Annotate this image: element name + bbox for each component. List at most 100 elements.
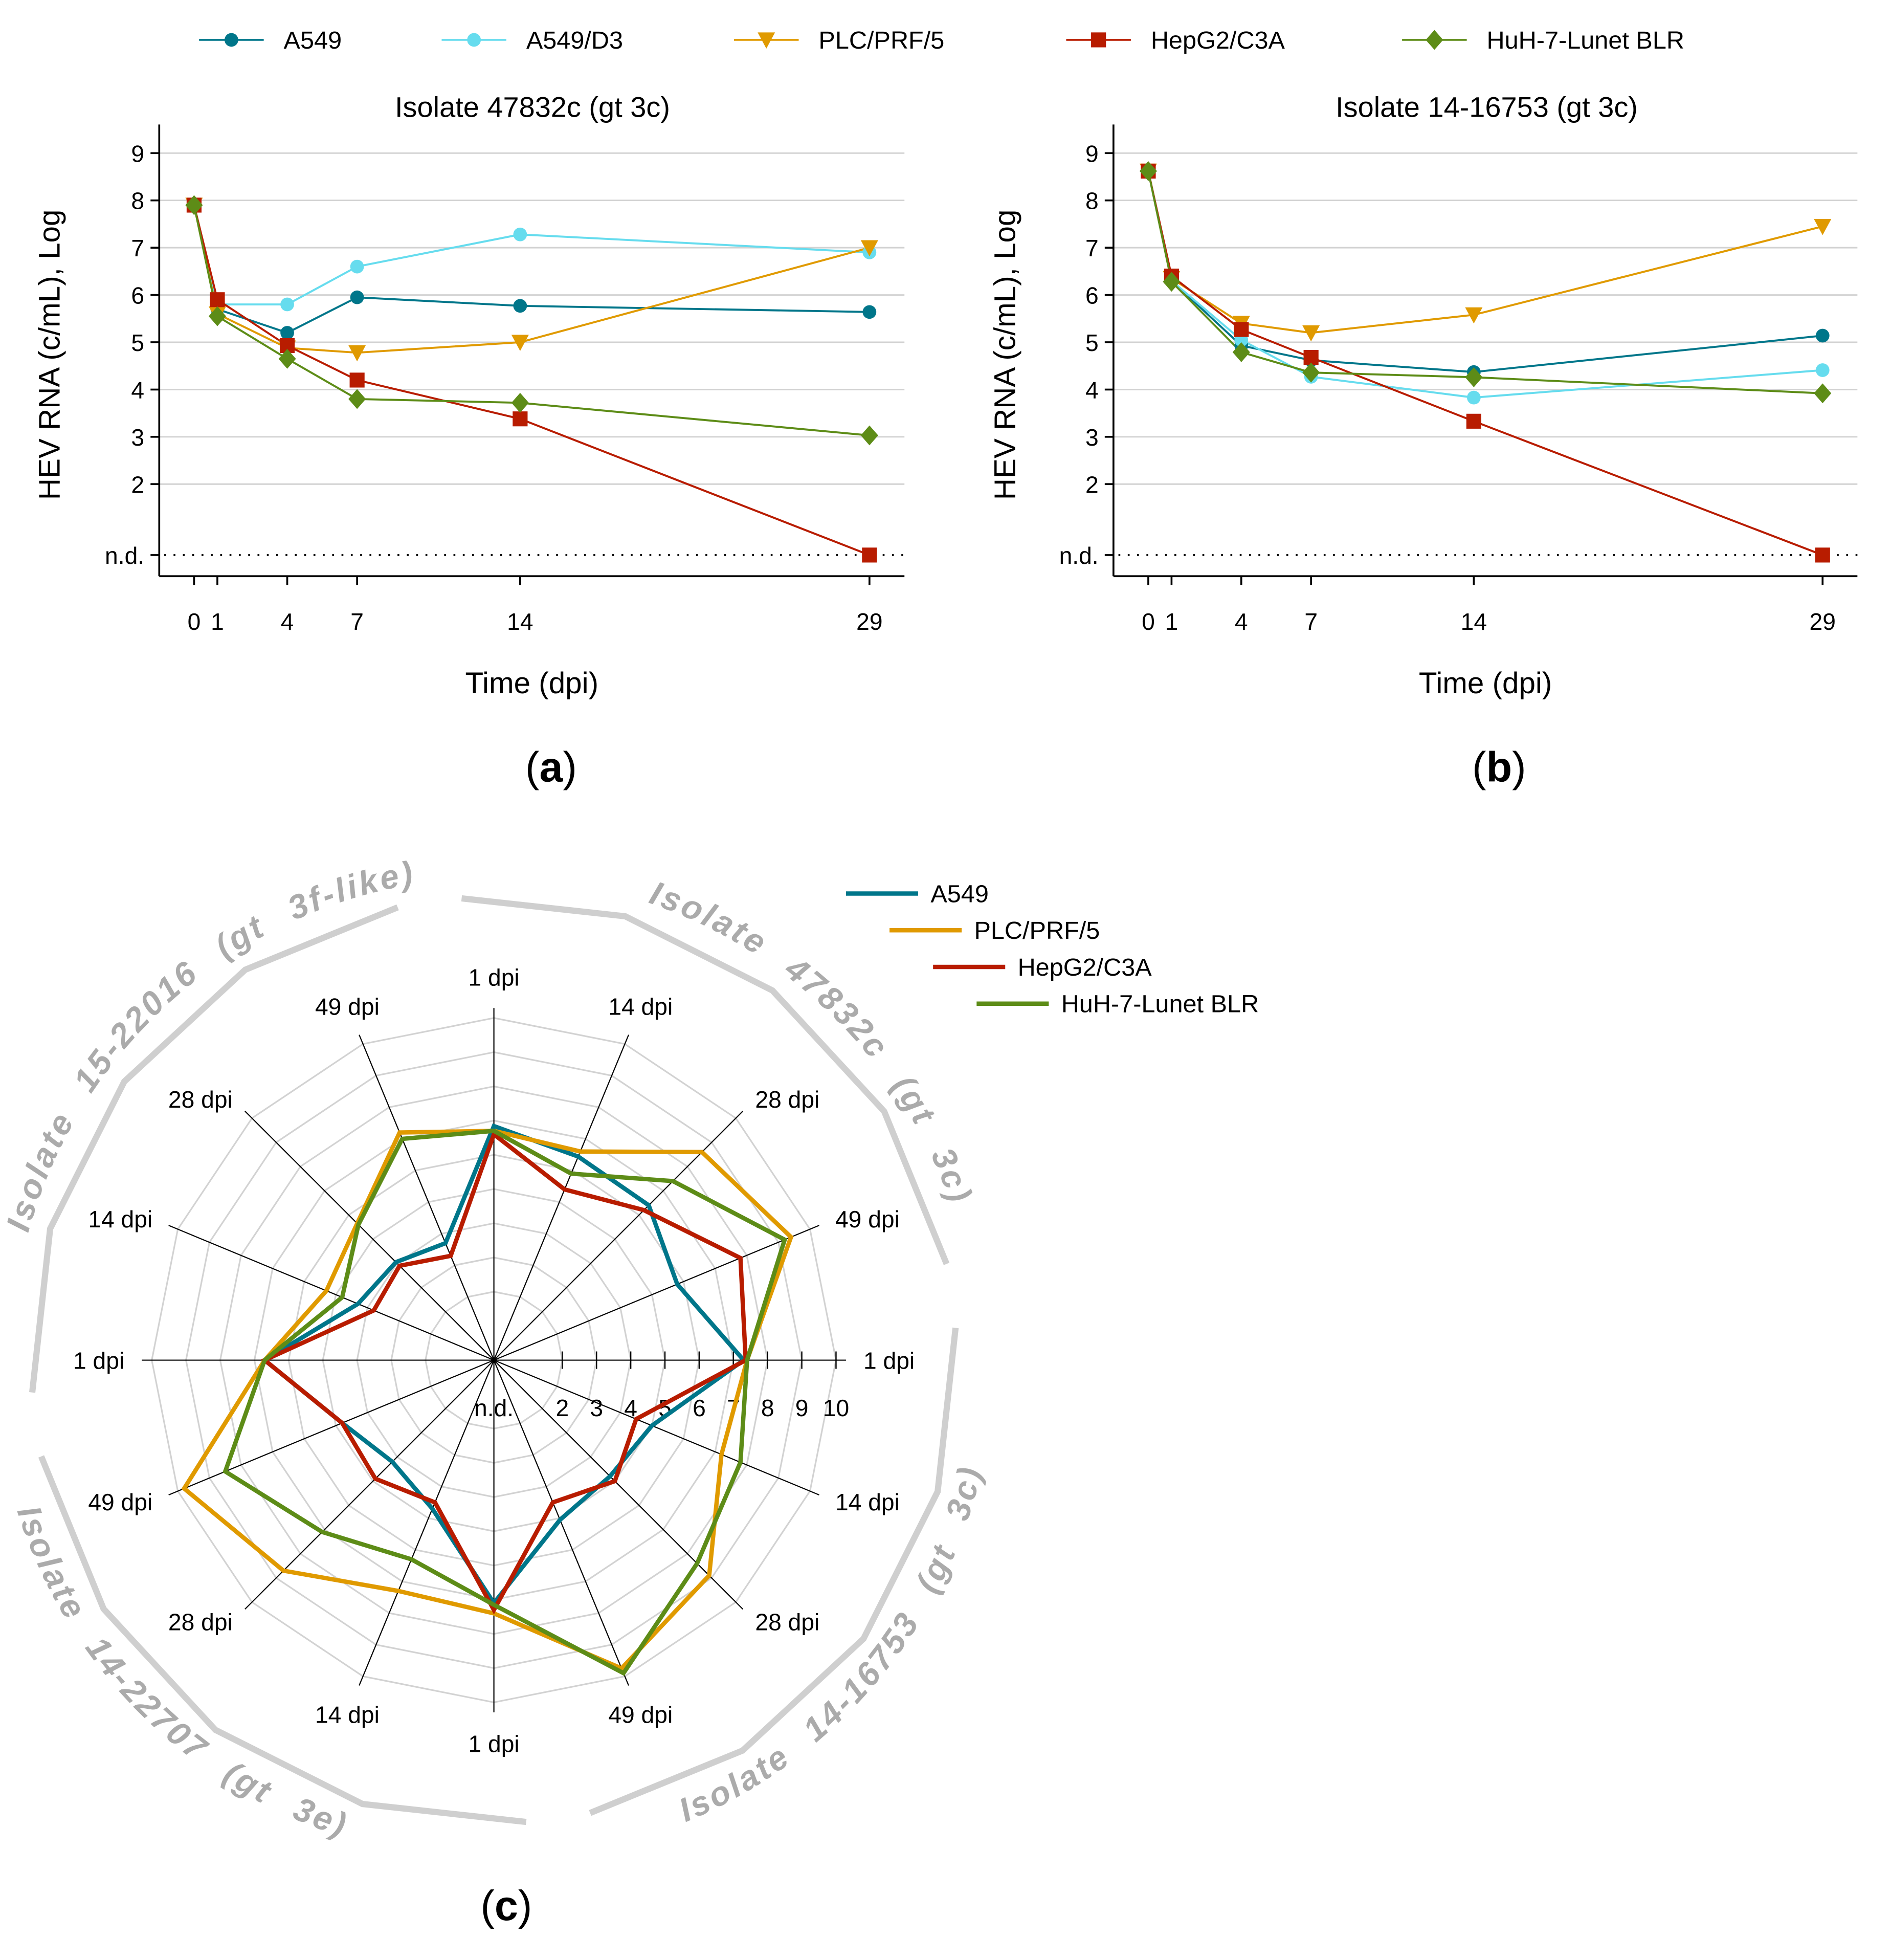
radar-spoke <box>359 1034 495 1360</box>
data-point <box>350 290 364 304</box>
radar-spoke <box>494 1359 819 1495</box>
radar-r-tick-label: 10 <box>823 1395 849 1421</box>
legend-marker-square-icon <box>1091 32 1106 48</box>
radar-spoke <box>168 1359 495 1495</box>
y-tick-label: 8 <box>1085 188 1099 214</box>
radar-axis-label: 14 dpi <box>315 1702 380 1728</box>
radar-axis-label: 49 dpi <box>88 1489 152 1515</box>
series-line-HuH-7-Lunet BLR <box>1147 170 1823 394</box>
data-point <box>1234 322 1249 337</box>
data-point <box>1302 362 1320 383</box>
legend-label: A549 <box>284 27 342 54</box>
data-point <box>513 227 527 241</box>
radar-r-tick-label: 3 <box>590 1395 603 1421</box>
data-point <box>1814 383 1832 404</box>
x-tick-label: 4 <box>1235 608 1248 635</box>
panel-letter: b <box>1486 743 1512 791</box>
radar-axis-label: 1 dpi <box>468 964 519 990</box>
y-tick-label: 8 <box>131 188 144 214</box>
data-point <box>1139 161 1157 181</box>
radar-axis-label: 14 dpi <box>608 993 673 1020</box>
data-point <box>1815 363 1830 377</box>
radar-legend-label: HepG2/C3A <box>1018 954 1152 981</box>
radar-r-tick-label: 6 <box>693 1395 706 1421</box>
series-line-PLC/PRF/5 <box>1147 170 1823 334</box>
legend-marker-circle-icon <box>467 33 481 47</box>
radar-axis-label: 28 dpi <box>755 1609 819 1635</box>
radar-spoke <box>493 1360 630 1686</box>
top-legend: A549 A549/D3 PLC/PRF/5 HepG2/C3A HuH-7-Lunet… <box>199 27 1684 54</box>
series-line-PLC/PRF/5 <box>193 205 870 354</box>
paren: ( <box>525 743 540 791</box>
legend-label: PLC/PRF/5 <box>818 27 944 54</box>
radar-series-HuH-7-Lunet BLR <box>223 1129 788 1676</box>
radar-axis-label: 28 dpi <box>168 1086 233 1113</box>
y-tick-label: 5 <box>131 329 144 356</box>
radar-spoke <box>493 1111 744 1361</box>
isolate-label: Isolate 14-16753 (gt 3c) <box>674 1462 989 1829</box>
data-point <box>1466 413 1481 429</box>
data-point <box>348 389 366 409</box>
radar-axis-label: 49 dpi <box>835 1206 900 1232</box>
isolate-label-path: Isolate 14-16753 (gt 3c) <box>674 1462 987 1829</box>
y-tick-label: 7 <box>131 235 144 261</box>
data-point <box>862 305 877 319</box>
data-point <box>1303 349 1319 365</box>
legend-label: A549/D3 <box>526 27 623 54</box>
y-tick-label: 3 <box>131 424 144 451</box>
y-axis-label: HEV RNA (c/mL), Log <box>989 210 1022 500</box>
radar-axis-label: 28 dpi <box>755 1086 819 1113</box>
radar-spoke <box>493 1034 630 1360</box>
data-point <box>862 547 877 563</box>
data-point <box>1815 547 1830 563</box>
isolate-label-path: Isolate 15-22016 (gt 3f-like) <box>0 854 415 1236</box>
legend-marker-triangle-down-icon <box>758 32 775 49</box>
panel-c-radar-chart: 1 dpi 14 dpi 28 dpi 49 dpi 1 dpi 14 dpi 28 dpi… <box>0 854 989 1929</box>
y-tick-label: 9 <box>131 140 144 167</box>
panel-letter: a <box>539 743 563 791</box>
y-tick-label: n.d. <box>1059 542 1099 569</box>
radar-r-tick-label: 8 <box>761 1395 774 1421</box>
x-axis-label: Time (dpi) <box>465 667 598 700</box>
legend-marker-circle-icon <box>225 33 238 47</box>
data-point <box>860 425 878 446</box>
x-tick-label: 14 <box>507 608 533 635</box>
panel-label: (c) <box>480 1882 532 1929</box>
radar-axis-label: 14 dpi <box>88 1206 152 1232</box>
series-line-HepG2/C3A <box>193 205 870 556</box>
isolate-outline <box>38 1455 527 1825</box>
isolate-outline <box>29 904 399 1393</box>
radar-spoke <box>493 1359 744 1610</box>
x-tick-label: 29 <box>1810 608 1836 635</box>
paren: ) <box>1512 743 1526 791</box>
x-tick-label: 0 <box>188 608 201 635</box>
data-point <box>280 326 294 340</box>
radar-series-HepG2/C3A <box>260 1131 748 1615</box>
x-tick-label: 7 <box>1304 608 1318 635</box>
radar-r-tick-label: n.d. <box>474 1395 514 1421</box>
data-point <box>1815 328 1830 343</box>
radar-spoke <box>244 1359 495 1610</box>
y-tick-label: 2 <box>1085 471 1099 498</box>
radar-spoke <box>244 1111 495 1361</box>
data-point <box>185 195 203 215</box>
data-point <box>1465 367 1483 387</box>
data-point <box>513 299 527 313</box>
paren: ( <box>1472 743 1486 791</box>
data-point <box>280 297 294 312</box>
chart-title: Isolate 47832c (gt 3c) <box>395 91 670 123</box>
panel-label: (b) <box>1472 743 1526 791</box>
data-point <box>1465 307 1483 324</box>
isolate-outline <box>589 1327 959 1816</box>
radar-spoke <box>359 1360 495 1686</box>
radar-axis-label: 14 dpi <box>835 1489 900 1515</box>
y-tick-label: 6 <box>131 282 144 309</box>
x-tick-label: 14 <box>1461 608 1487 635</box>
x-tick-label: 4 <box>281 608 294 635</box>
x-tick-label: 1 <box>1165 608 1178 635</box>
panel-label: (a) <box>525 743 577 791</box>
radar-r-tick-label: 9 <box>795 1395 809 1421</box>
radar-axis-label: 1 dpi <box>468 1731 519 1757</box>
isolate-outline <box>461 895 950 1265</box>
